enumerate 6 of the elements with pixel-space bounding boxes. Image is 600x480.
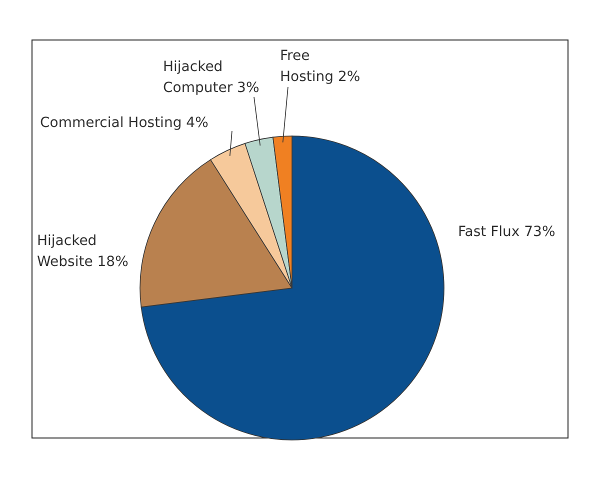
pie-slice <box>140 136 444 440</box>
slice-label: Fast Flux 73% <box>458 224 556 240</box>
slice-label: Commercial Hosting 4% <box>40 115 208 131</box>
slice-label: Hijacked Computer 3% <box>163 59 260 96</box>
slice-label: Free Hosting 2% <box>280 48 360 85</box>
slice-label: Hijacked Website 18% <box>37 233 128 270</box>
